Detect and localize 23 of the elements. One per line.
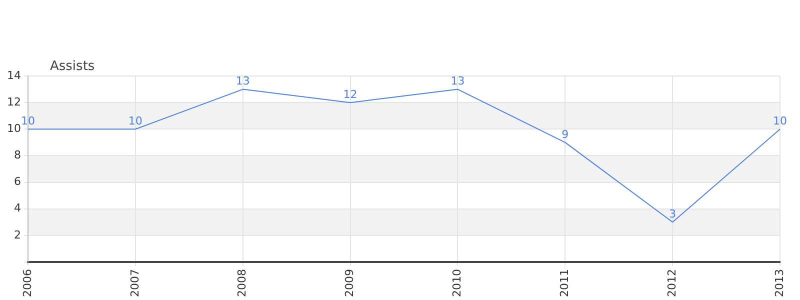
y-tick-label: 2 [14,228,21,242]
x-tick-label: 2010 [450,269,464,298]
y-tick-label: 12 [6,95,21,108]
y-axis-title: Assists [50,58,95,74]
y-tick-label: 4 [14,202,21,215]
x-tick-label: 2013 [772,269,786,298]
x-tick-label: 2008 [236,269,249,298]
x-tick-label: 2006 [20,269,34,298]
x-tick-label: 2007 [128,269,142,298]
data-label: 12 [343,88,358,101]
data-label: 10 [128,114,142,128]
y-tick-label: 10 [6,122,21,136]
x-tick-label: 2011 [558,269,571,298]
data-label: 3 [669,208,676,221]
data-label: 9 [562,128,569,141]
y-tick-label: 6 [14,175,21,188]
data-label: 10 [773,114,787,128]
x-tick-label: 2009 [343,269,356,298]
y-tick-label: 14 [6,68,21,82]
x-tick-label: 2012 [665,269,678,298]
data-label: 13 [450,74,465,88]
data-label: 13 [236,74,250,88]
y-tick-label: 8 [14,148,21,162]
